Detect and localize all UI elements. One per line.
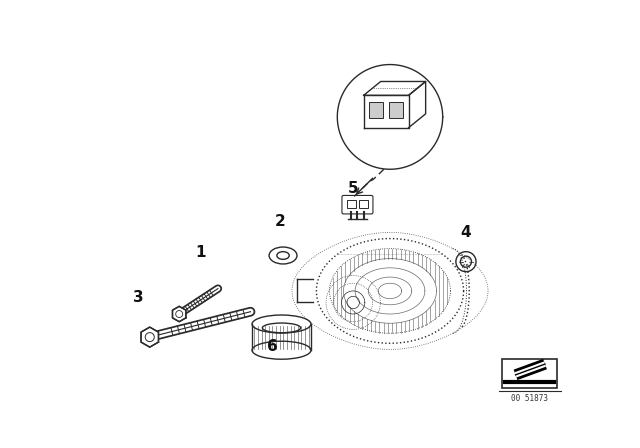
Text: 2: 2 <box>275 214 285 229</box>
Bar <box>502 359 557 388</box>
Ellipse shape <box>252 315 311 333</box>
Text: 6: 6 <box>267 339 278 354</box>
Ellipse shape <box>262 323 301 333</box>
Bar <box>347 200 356 208</box>
Ellipse shape <box>269 247 297 264</box>
Text: 3: 3 <box>133 289 143 305</box>
Bar <box>359 200 368 208</box>
Circle shape <box>460 256 472 267</box>
Ellipse shape <box>277 252 289 259</box>
Text: 4: 4 <box>461 225 471 240</box>
Ellipse shape <box>252 341 311 359</box>
Text: 00 51873: 00 51873 <box>511 394 548 403</box>
FancyBboxPatch shape <box>342 195 373 214</box>
Text: 5: 5 <box>348 181 358 196</box>
Circle shape <box>456 252 476 271</box>
Polygon shape <box>141 327 159 347</box>
Bar <box>389 102 403 118</box>
Bar <box>369 102 383 118</box>
Text: 1: 1 <box>195 245 205 260</box>
Polygon shape <box>173 306 186 322</box>
